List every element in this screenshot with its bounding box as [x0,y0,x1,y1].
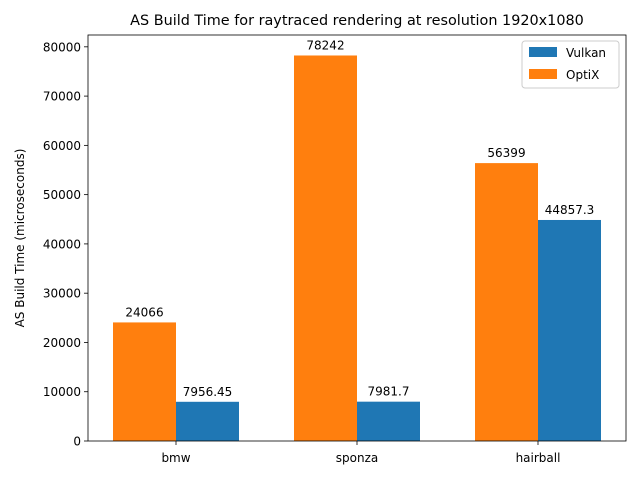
plot-area: 24066 78242 56399 7956.45 7981.7 44857.3 0 1000… [43,34,627,465]
data-label-vulkan-bmw: 7956.45 [183,385,233,399]
y-tick-label: 0 [73,435,81,449]
legend-swatch-optix [529,69,557,79]
bar-vulkan-bmw [176,401,239,441]
bar-optix-bmw [113,322,176,441]
x-tick-label-hairball: hairball [516,451,561,465]
data-label-optix-hairball: 56399 [487,146,525,160]
y-tick-label: 60000 [43,139,81,153]
data-label-vulkan-hairball: 44857.3 [545,203,595,217]
x-tick-label-bmw: bmw [161,451,190,465]
bar-optix-hairball [475,163,538,441]
data-label-optix-bmw: 24066 [125,305,163,319]
y-tick-label: 80000 [43,40,81,54]
y-axis-label: AS Build Time (microseconds) [13,149,27,328]
y-tick-label: 10000 [43,385,81,399]
legend: Vulkan OptiX [521,40,620,89]
legend-swatch-vulkan [529,47,557,57]
x-tick-label-sponza: sponza [336,451,378,465]
legend-label-optix: OptiX [566,68,599,82]
chart-title: AS Build Time for raytraced rendering at… [130,13,584,29]
bar-vulkan-sponza [357,401,420,441]
y-tick-label: 40000 [43,237,81,251]
legend-label-vulkan: Vulkan [566,46,606,60]
data-label-optix-sponza: 78242 [306,38,344,52]
y-tick-label: 30000 [43,287,81,301]
y-tick-label: 70000 [43,90,81,104]
bar-optix-sponza [294,55,357,441]
bar-vulkan-hairball [538,219,601,441]
y-tick-label: 50000 [43,188,81,202]
data-label-vulkan-sponza: 7981.7 [368,385,410,399]
y-tick-label: 20000 [43,336,81,350]
